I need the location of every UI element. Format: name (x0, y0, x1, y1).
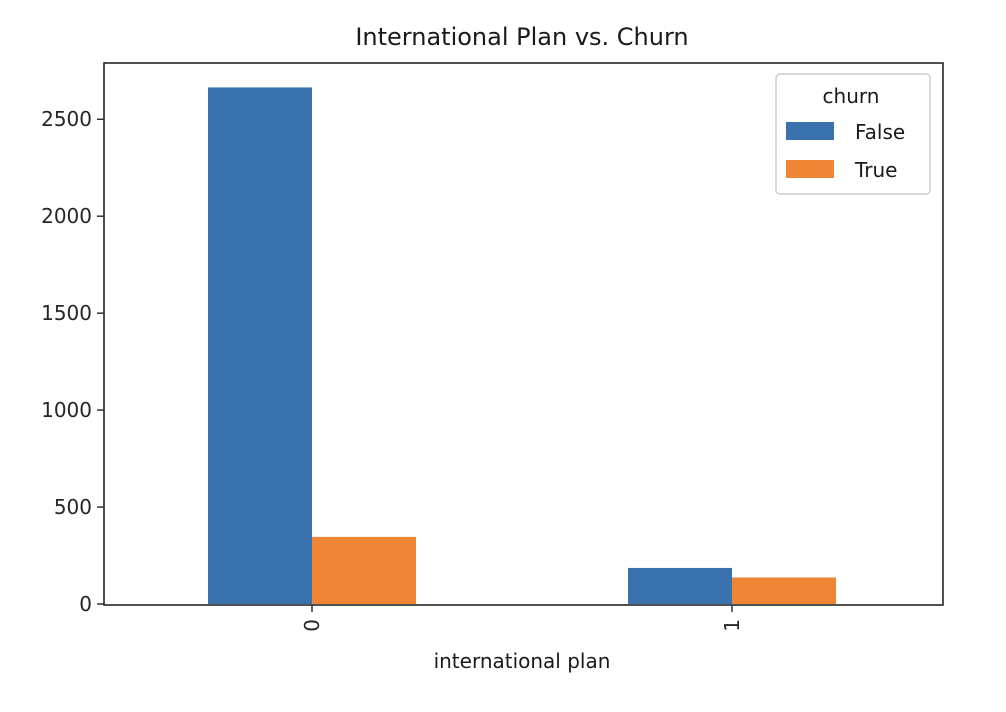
y-tick-label: 2500 (41, 107, 92, 131)
bars-layer (208, 87, 836, 605)
x-tick-label: 0 (300, 619, 324, 632)
legend-title: churn (823, 84, 880, 108)
legend-label-false: False (855, 120, 905, 144)
y-tick-label: 1000 (41, 398, 92, 422)
y-tick-label: 2000 (41, 204, 92, 228)
legend-swatch-true (786, 160, 834, 178)
y-axis: 0 500 1000 1500 2000 2500 (41, 107, 104, 616)
x-axis-label: international plan (434, 649, 611, 673)
y-tick-label: 500 (54, 495, 92, 519)
chart-title: International Plan vs. Churn (355, 23, 688, 51)
bar-true-0 (312, 536, 416, 604)
legend-entries: False True (786, 120, 905, 182)
y-tick-label: 0 (79, 592, 92, 616)
y-tick-label: 1500 (41, 301, 92, 325)
plot-frame (103, 62, 944, 606)
bar-true-1 (732, 577, 836, 604)
legend: churn False True (775, 73, 931, 195)
bar-false-1 (628, 567, 732, 604)
bar-false-0 (208, 87, 312, 605)
x-tick-label: 1 (720, 619, 744, 632)
legend-label-true: True (854, 158, 897, 182)
legend-swatch-false (786, 122, 834, 140)
